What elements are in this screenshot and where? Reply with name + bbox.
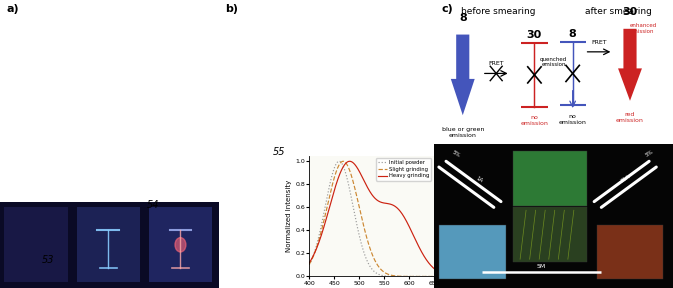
Slight grinding xyxy=(305,263,313,266)
Bar xyxy=(4,207,68,282)
Polygon shape xyxy=(618,29,642,101)
Bar xyxy=(434,144,673,288)
Initial powder xyxy=(430,275,438,278)
Slight grinding xyxy=(327,187,335,191)
Bar xyxy=(596,225,664,279)
Heavy grinding xyxy=(399,214,407,218)
Text: b): b) xyxy=(225,4,238,14)
Slight grinding xyxy=(362,233,370,236)
Legend: Initial powder, Slight grinding, Heavy grinding: Initial powder, Slight grinding, Heavy g… xyxy=(376,158,431,181)
Slight grinding xyxy=(379,270,387,273)
Bar xyxy=(149,207,212,282)
Heavy grinding xyxy=(430,267,438,270)
Text: 5%: 5% xyxy=(644,149,654,158)
Text: quenched
emission: quenched emission xyxy=(540,56,567,67)
Text: enhanced
emission: enhanced emission xyxy=(630,23,658,34)
Text: 1A: 1A xyxy=(475,176,484,184)
Slight grinding xyxy=(339,160,347,163)
Text: 31A: 31A xyxy=(619,174,631,184)
Bar xyxy=(77,207,140,282)
Text: no
emission: no emission xyxy=(520,115,548,126)
Initial powder xyxy=(305,263,313,267)
Slight grinding xyxy=(399,275,407,278)
Initial powder xyxy=(379,274,387,277)
Text: c): c) xyxy=(441,4,453,14)
Circle shape xyxy=(175,238,186,252)
Bar xyxy=(439,225,506,279)
Text: 5M: 5M xyxy=(537,264,546,269)
Bar xyxy=(0,202,219,288)
Heavy grinding xyxy=(389,203,397,207)
Text: FRET: FRET xyxy=(489,61,504,66)
Text: FRET: FRET xyxy=(591,40,607,45)
Initial powder xyxy=(399,275,407,278)
Heavy grinding xyxy=(379,201,387,204)
Text: no
emission: no emission xyxy=(559,114,587,124)
Initial powder xyxy=(337,161,345,165)
Initial powder xyxy=(362,256,370,260)
Text: 8: 8 xyxy=(459,13,466,23)
Initial powder xyxy=(389,275,397,278)
Text: 30: 30 xyxy=(527,30,542,40)
X-axis label: Wavelength (nm): Wavelength (nm) xyxy=(341,287,402,288)
Line: Heavy grinding: Heavy grinding xyxy=(309,161,434,269)
Slight grinding xyxy=(430,275,438,278)
Text: blue or green
emission: blue or green emission xyxy=(441,127,484,138)
Line: Slight grinding: Slight grinding xyxy=(309,161,434,276)
Text: 8: 8 xyxy=(569,29,577,39)
Bar xyxy=(513,151,587,206)
Slight grinding xyxy=(389,274,397,277)
Heavy grinding xyxy=(305,261,313,265)
Line: Initial powder: Initial powder xyxy=(309,161,434,276)
Heavy grinding xyxy=(327,199,335,202)
Text: a): a) xyxy=(7,4,20,14)
Heavy grinding xyxy=(362,183,370,186)
Text: after smearing: after smearing xyxy=(585,7,651,16)
Y-axis label: Normalized Intensity: Normalized Intensity xyxy=(286,180,292,252)
Initial powder xyxy=(327,177,335,180)
Polygon shape xyxy=(451,35,474,115)
Heavy grinding xyxy=(337,169,345,172)
Text: 53: 53 xyxy=(42,255,55,265)
Text: 30: 30 xyxy=(623,7,637,17)
Text: red
emission: red emission xyxy=(616,112,644,123)
Text: 54: 54 xyxy=(147,200,160,210)
Text: 55: 55 xyxy=(273,147,285,157)
Heavy grinding xyxy=(346,160,354,163)
Text: 5%: 5% xyxy=(451,149,460,158)
Initial powder xyxy=(335,160,343,163)
Bar xyxy=(513,207,587,262)
Slight grinding xyxy=(337,160,345,164)
Text: before smearing: before smearing xyxy=(462,7,536,16)
